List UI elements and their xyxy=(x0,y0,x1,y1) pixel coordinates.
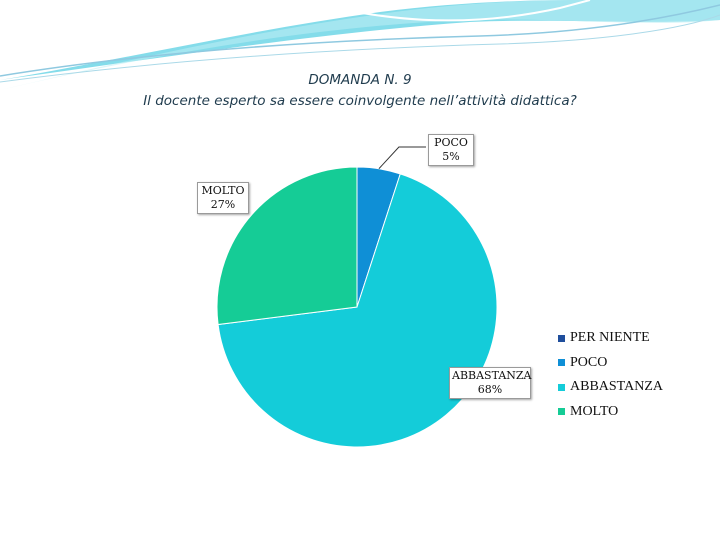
leader-line-poco xyxy=(378,146,426,170)
chart-title-line-1: DOMANDA N. 9 xyxy=(308,72,412,88)
data-label-molto-value: 27% xyxy=(210,198,236,211)
header-wave-decoration xyxy=(0,0,720,90)
pie-slice-abbastanza xyxy=(217,173,498,448)
legend-label: PER NIENTE xyxy=(570,330,650,346)
chart-legend: PER NIENTE POCO ABBASTANZA MOLTO xyxy=(558,326,663,424)
chart-title: DOMANDA N. 9 Il docente esperto sa esser… xyxy=(0,70,720,112)
wave-line-top xyxy=(299,0,591,22)
legend-item-abbastanza: ABBASTANZA xyxy=(558,375,663,400)
legend-label: POCO xyxy=(570,354,608,370)
wave-line xyxy=(0,14,720,83)
legend-swatch xyxy=(558,383,565,391)
data-label-poco-value: 5% xyxy=(442,150,460,163)
chart-title-line-2: Il docente esperto sa essere coinvolgent… xyxy=(143,93,577,109)
data-label-abbastanza-value: 68% xyxy=(477,383,503,396)
legend-item-molto: MOLTO xyxy=(558,400,663,425)
wave-fill xyxy=(0,0,720,80)
legend-label: MOLTO xyxy=(570,403,619,419)
legend-swatch xyxy=(558,359,565,367)
data-label-poco: POCO 5% xyxy=(428,134,474,166)
data-label-abbastanza: ABBASTANZA 68% xyxy=(449,367,531,399)
data-label-poco-name: POCO xyxy=(434,136,468,149)
data-label-molto-name: MOLTO xyxy=(201,184,245,197)
legend-swatch xyxy=(558,334,565,342)
legend-swatch xyxy=(558,408,565,416)
wave-fill-light xyxy=(0,0,720,90)
data-label-abbastanza-name: ABBASTANZA xyxy=(452,369,532,382)
wave-line xyxy=(0,4,720,77)
pie-slice-molto xyxy=(216,166,358,326)
legend-label: ABBASTANZA xyxy=(570,379,663,395)
legend-item-poco: POCO xyxy=(558,351,663,376)
legend-item-per-niente: PER NIENTE xyxy=(558,326,663,351)
data-label-molto: MOLTO 27% xyxy=(197,182,249,214)
